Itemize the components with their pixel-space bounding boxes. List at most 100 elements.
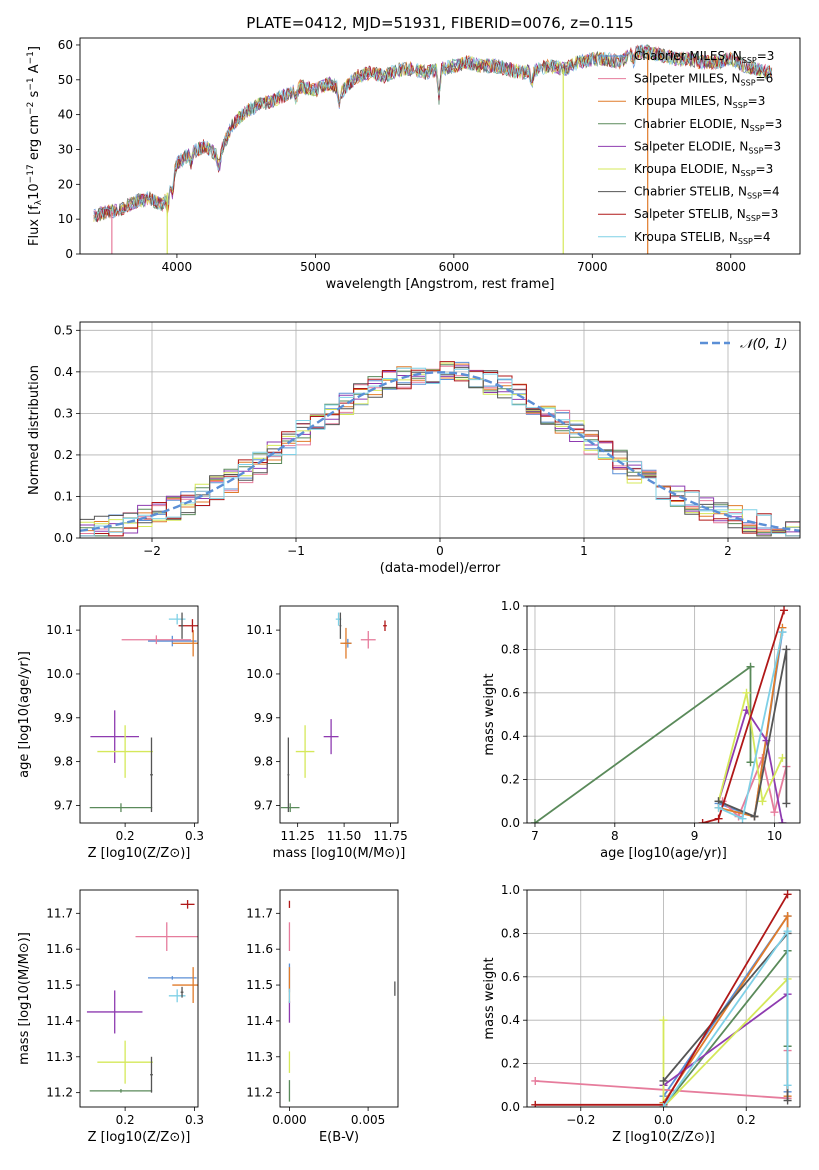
plot-area bbox=[93, 43, 773, 254]
y-tick-label: 11.3 bbox=[46, 1050, 73, 1064]
x-tick-label: 0.2 bbox=[116, 829, 135, 843]
x-axis-label: wavelength [Angstrom, rest frame] bbox=[326, 277, 555, 292]
legend-label-salpeter_stelib: Salpeter STELIB, NSSP=3 bbox=[634, 207, 778, 223]
y-tick-label: 0.2 bbox=[54, 448, 73, 462]
legend-normal-label: 𝒩(0, 1) bbox=[740, 337, 787, 352]
y-tick-label: 11.7 bbox=[246, 906, 273, 920]
x-tick-label: −2 bbox=[143, 544, 161, 558]
y-tick-label: 11.6 bbox=[46, 942, 73, 956]
weight-marker-salpeter_elodie bbox=[778, 819, 787, 823]
y-tick-label: 11.5 bbox=[246, 978, 273, 992]
legend-label-salpeter_elodie: Salpeter ELODIE, NSSP=3 bbox=[634, 139, 781, 155]
axes-frame bbox=[526, 889, 801, 1108]
y-tick-label: 9.7 bbox=[54, 798, 73, 812]
x-tick-label: 2 bbox=[724, 544, 732, 558]
plot-area bbox=[89, 612, 198, 813]
weight-marker-chabrier_stelib bbox=[659, 1076, 668, 1085]
x-tick-label: 11.25 bbox=[280, 829, 314, 843]
y-tick-label: 0.0 bbox=[501, 816, 520, 830]
x-tick-label: 0.3 bbox=[185, 829, 204, 843]
y-tick-label: 9.9 bbox=[54, 711, 73, 725]
x-axis-label: (data-model)/error bbox=[380, 561, 501, 576]
legend-label-chabrier_miles: Chabrier MILES, NSSP=3 bbox=[634, 49, 774, 65]
weight-marker-kroupa_miles bbox=[783, 912, 792, 921]
y-tick-label: 1.0 bbox=[501, 599, 520, 613]
x-axis-label: E(B-V) bbox=[319, 1130, 359, 1145]
weight-marker-chabrier_stelib bbox=[782, 799, 791, 808]
y-tick-label: 0.0 bbox=[54, 531, 73, 545]
plot-area bbox=[86, 900, 198, 1093]
legend-label-kroupa_elodie: Kroupa ELODIE, NSSP=3 bbox=[634, 162, 773, 178]
weight-marker-chabrier_stelib bbox=[783, 1096, 792, 1105]
x-tick-label: 9 bbox=[691, 829, 699, 843]
y-tick-label: 40 bbox=[58, 108, 73, 122]
y-tick-label: 10.0 bbox=[46, 667, 73, 681]
axes-frame bbox=[79, 889, 199, 1108]
weight-line-salpeter_elodie bbox=[717, 708, 784, 823]
x-tick-label: 1 bbox=[580, 544, 588, 558]
x-tick-label: 0.2 bbox=[737, 1113, 756, 1127]
y-tick-label: 0.6 bbox=[501, 970, 520, 984]
x-tick-label: 5000 bbox=[300, 260, 331, 274]
y-tick-label: 9.8 bbox=[254, 755, 273, 769]
y-tick-label: 10.1 bbox=[46, 623, 73, 637]
plot-area bbox=[80, 322, 800, 538]
weight-marker-kroupa_stelib bbox=[783, 927, 792, 936]
spectrum-line-salpeter_stelib bbox=[93, 44, 773, 223]
weight-marker-kroupa_stelib bbox=[778, 628, 787, 637]
x-tick-label: 4000 bbox=[162, 260, 193, 274]
y-tick-label: 30 bbox=[58, 142, 73, 156]
figure-title: PLATE=0412, MJD=51931, FIBERID=0076, z=0… bbox=[246, 14, 633, 32]
y-tick-label: 9.9 bbox=[254, 711, 273, 725]
x-axis-label: Z [log10(Z/Z⊙)] bbox=[612, 1130, 715, 1145]
y-tick-label: 11.5 bbox=[46, 978, 73, 992]
y-tick-label: 60 bbox=[58, 38, 73, 52]
weight-marker-kroupa_stelib bbox=[783, 1081, 792, 1090]
plot-area bbox=[280, 612, 387, 813]
weight-marker-kroupa_stelib bbox=[738, 814, 747, 823]
weight-marker-kroupa_elodie bbox=[742, 688, 751, 697]
legend-label-chabrier_elodie: Chabrier ELODIE, NSSP=3 bbox=[634, 117, 782, 133]
legend-label-salpeter_miles: Salpeter MILES, NSSP=6 bbox=[634, 72, 773, 88]
axes-frame bbox=[79, 321, 801, 539]
weight-marker-chabrier_stelib bbox=[782, 645, 791, 654]
y-tick-label: 0.4 bbox=[54, 365, 73, 379]
y-tick-label: 0.3 bbox=[54, 406, 73, 420]
x-tick-label: 10 bbox=[767, 829, 782, 843]
panel-mass-weight-vs-age: 7 8 9 10 0.0 0.2 0.4 0.6 0.8 1.0 age [log10(age/yr… bbox=[482, 599, 801, 861]
weight-line-chabrier_elodie bbox=[662, 948, 789, 1107]
x-tick-label: −0.2 bbox=[566, 1113, 595, 1127]
y-tick-label: 0 bbox=[65, 247, 73, 261]
y-tick-label: 0.2 bbox=[501, 1057, 520, 1071]
y-tick-label: 50 bbox=[58, 73, 73, 87]
axes-frame bbox=[79, 37, 801, 255]
x-tick-label: 0.005 bbox=[351, 1113, 385, 1127]
weight-marker-salpeter_stelib bbox=[783, 890, 792, 899]
panel-mass-vs-metallicity: 0.2 0.3 11.2 11.3 11.4 11.5 11.6 11.7 Z [log10(Z… bbox=[17, 889, 204, 1145]
x-tick-label: 8 bbox=[611, 829, 619, 843]
panel-spectrum: 4000 5000 6000 7000 8000 0 10 20 30 40 50 60 wavelen… bbox=[26, 37, 801, 292]
y-axis-label: mass weight bbox=[482, 957, 497, 1039]
x-tick-label: −1 bbox=[287, 544, 305, 558]
panel-age-vs-metallicity: 0.2 0.3 9.7 9.8 9.9 10.0 10.1 Z [log10(Z/Z⊙)] ag… bbox=[17, 605, 204, 861]
y-tick-label: 11.2 bbox=[46, 1086, 73, 1100]
axes-frame bbox=[279, 889, 399, 1108]
y-tick-label: 0.2 bbox=[501, 773, 520, 787]
y-tick-label: 10 bbox=[58, 212, 73, 226]
y-tick-label: 10.1 bbox=[246, 623, 273, 637]
weight-marker-kroupa_stelib bbox=[659, 1103, 668, 1107]
weight-line-salpeter_miles bbox=[535, 1050, 789, 1100]
y-tick-label: 1.0 bbox=[501, 883, 520, 897]
x-tick-label: 7000 bbox=[577, 260, 608, 274]
x-axis-label: mass [log10(M/M⊙)] bbox=[273, 846, 406, 861]
weight-marker-salpeter_stelib bbox=[531, 1100, 540, 1107]
panel-residual-histogram: −2 −1 0 1 2 0.0 0.1 0.2 0.3 0.4 0.5 (data-model)/er… bbox=[27, 321, 801, 576]
weight-marker-kroupa_elodie bbox=[778, 753, 787, 762]
axes-frame bbox=[526, 605, 801, 824]
y-tick-label: 0.6 bbox=[501, 686, 520, 700]
y-tick-label: 11.6 bbox=[246, 942, 273, 956]
panel-age-vs-mass: 11.25 11.50 11.75 9.7 9.8 9.9 10.0 10.1 mass [lo… bbox=[246, 605, 408, 861]
weight-marker-kroupa_elodie bbox=[659, 1016, 668, 1025]
x-tick-label: 7 bbox=[531, 829, 539, 843]
